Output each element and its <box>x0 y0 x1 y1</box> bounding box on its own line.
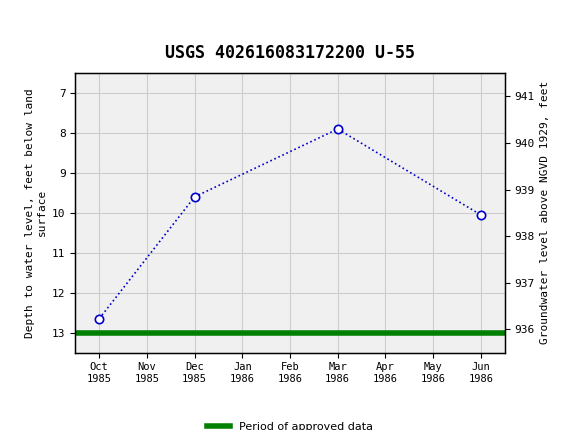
Y-axis label: Groundwater level above NGVD 1929, feet: Groundwater level above NGVD 1929, feet <box>540 81 550 344</box>
Legend: Period of approved data: Period of approved data <box>203 418 377 430</box>
Text: ≋USGS: ≋USGS <box>12 16 99 36</box>
Text: USGS 402616083172200 U-55: USGS 402616083172200 U-55 <box>165 44 415 62</box>
Y-axis label: Depth to water level, feet below land
surface: Depth to water level, feet below land su… <box>25 88 46 338</box>
